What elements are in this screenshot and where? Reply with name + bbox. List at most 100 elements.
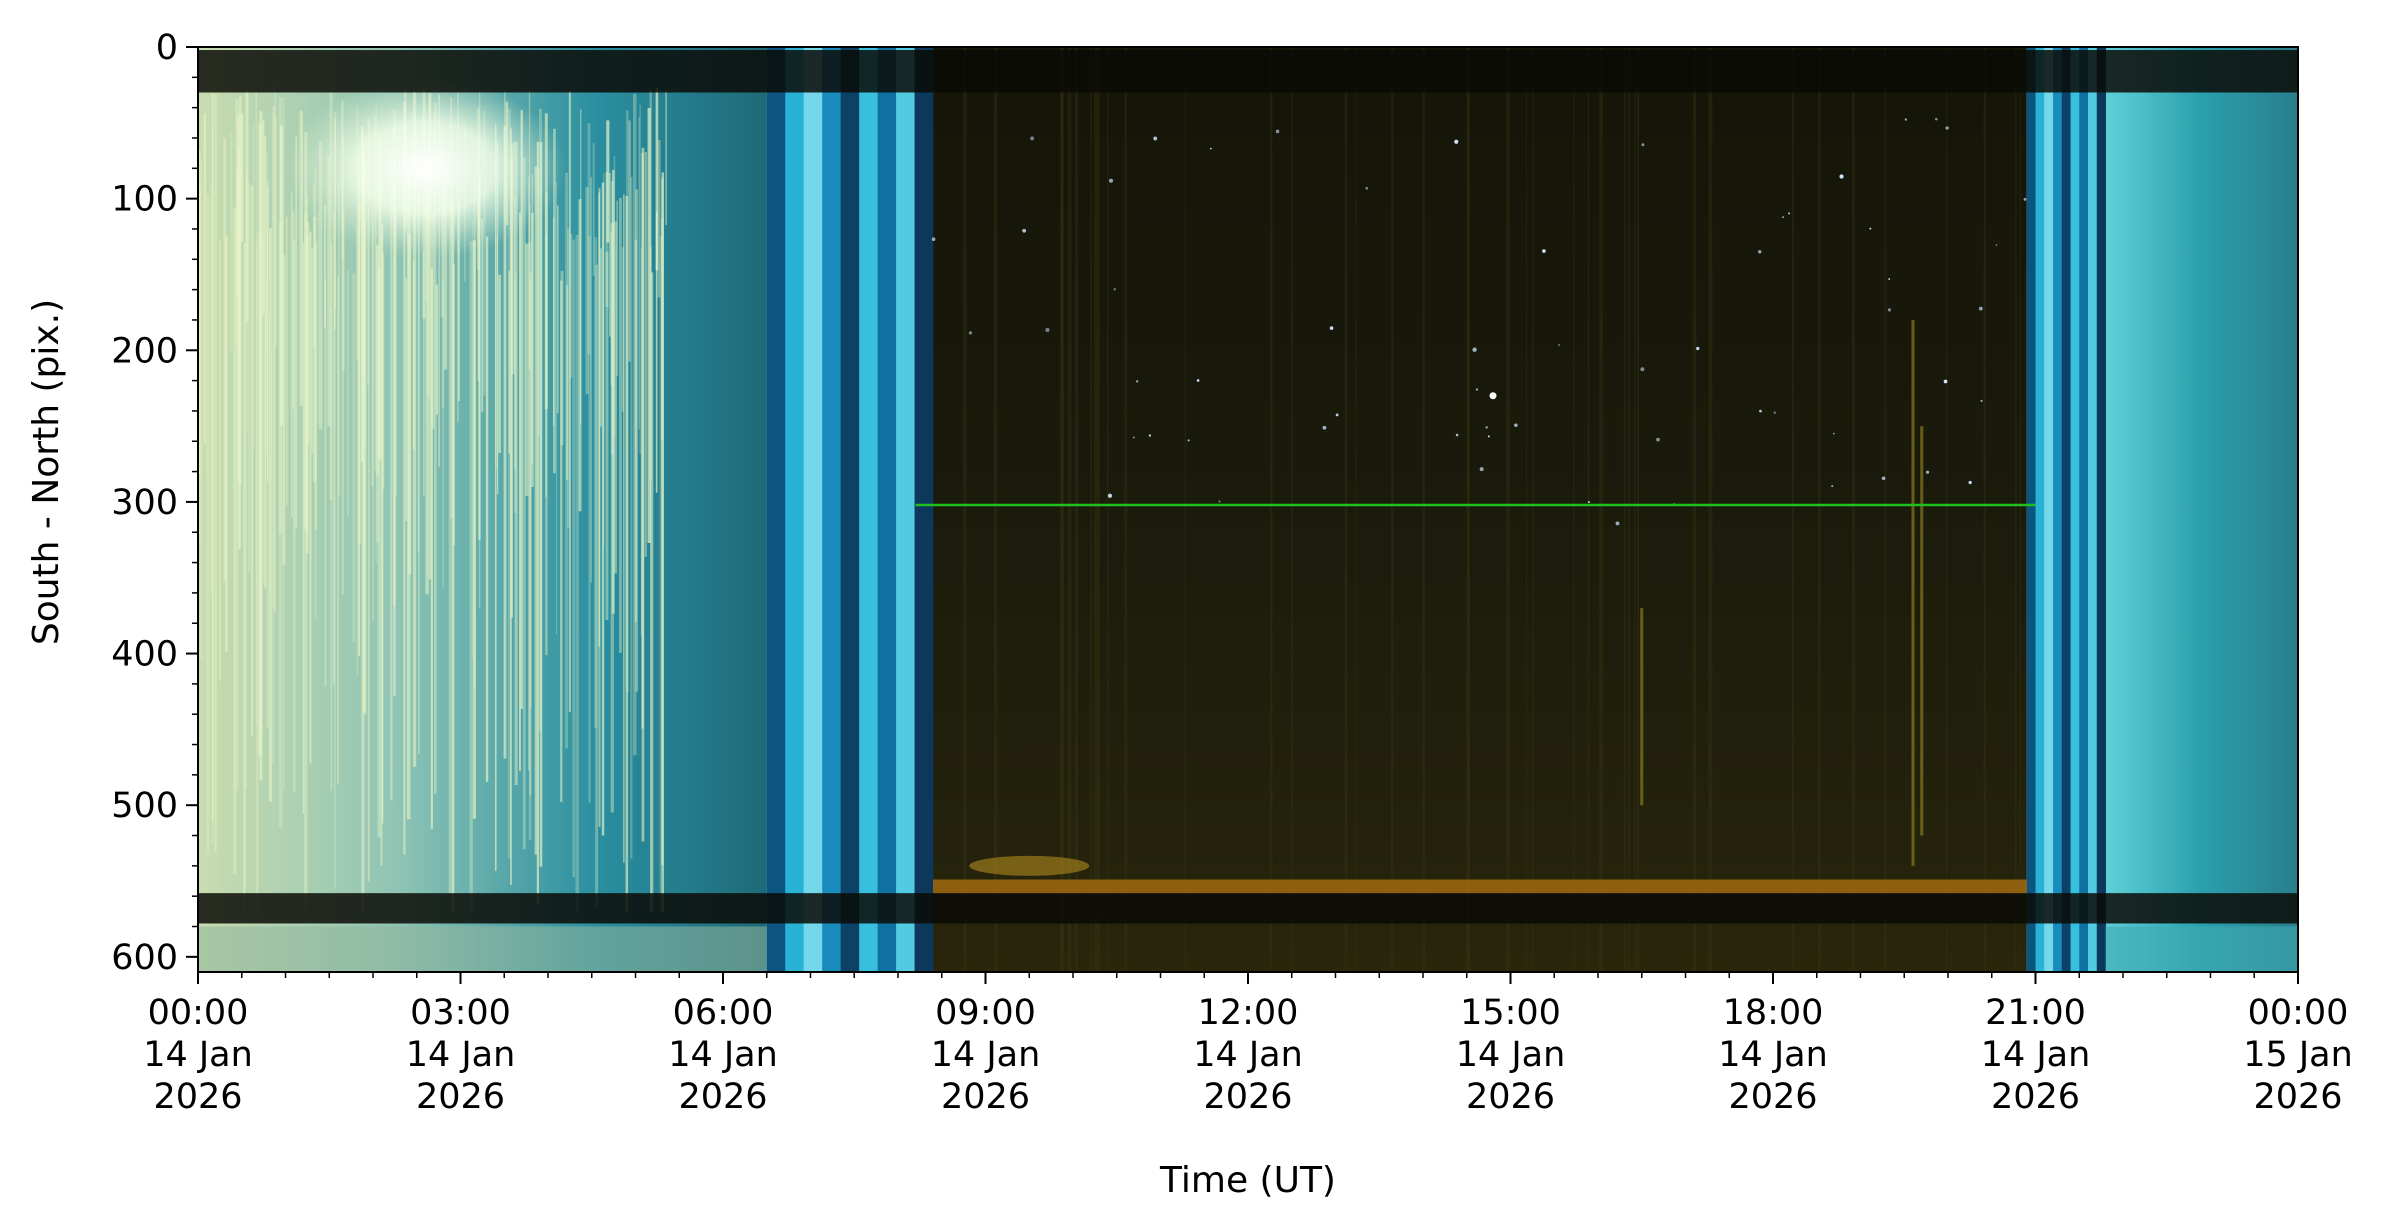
twilight-stripe: [785, 47, 805, 972]
horizon-cloud: [969, 855, 1090, 876]
star: [1641, 143, 1645, 147]
star: [1322, 425, 1327, 430]
twilight-stripe: [877, 47, 897, 972]
star: [1045, 327, 1050, 333]
star: [1187, 439, 1190, 442]
star: [1275, 129, 1280, 134]
star: [1485, 426, 1488, 429]
twilight-stripe: [2035, 47, 2045, 972]
x-tick-line: 2026: [941, 1077, 1030, 1117]
x-tick-label: 21:00 14 Jan 2026: [1981, 993, 2091, 1117]
x-tick-line: 2026: [1466, 1077, 1555, 1117]
star: [1136, 380, 1139, 383]
star: [1335, 413, 1339, 417]
y-tick-label: 0: [156, 28, 178, 68]
twilight-stripe: [803, 47, 823, 972]
star: [1980, 399, 1983, 402]
star: [1758, 250, 1762, 254]
star: [1656, 437, 1660, 442]
dark-band: [198, 893, 2298, 924]
bottom-band: [2105, 926, 2298, 972]
star: [1945, 126, 1949, 130]
star-bright: [1489, 392, 1497, 400]
x-tick-line: 2026: [2253, 1077, 2342, 1117]
star: [1209, 147, 1212, 150]
x-tick-line: 00:00: [2248, 993, 2349, 1033]
star: [1587, 501, 1590, 504]
y-tick-label: 300: [111, 483, 178, 523]
x-tick-line: 14 Jan: [143, 1035, 253, 1075]
star: [1218, 500, 1221, 503]
star: [1542, 249, 1546, 253]
x-tick-line: 21:00: [1985, 993, 2086, 1033]
x-tick-line: 2026: [1991, 1077, 2080, 1117]
star: [1943, 379, 1948, 384]
star: [1475, 388, 1479, 391]
x-tick-line: 2026: [153, 1077, 242, 1117]
x-tick-line: 14 Jan: [931, 1035, 1041, 1075]
x-tick-line: 14 Jan: [668, 1035, 778, 1075]
x-tick-label: 09:00 14 Jan 2026: [931, 993, 1041, 1117]
star: [1196, 379, 1200, 382]
star: [1773, 411, 1776, 414]
twilight-stripe: [822, 47, 842, 972]
dark-band: [198, 50, 2298, 93]
star: [1153, 136, 1158, 141]
twilight-stripe: [859, 47, 879, 972]
x-tick-line: 00:00: [148, 993, 249, 1033]
y-axis: 0 100 200 300 400 500 600: [111, 28, 198, 978]
x-tick-label: 06:00 14 Jan 2026: [668, 993, 778, 1117]
y-tick-label: 500: [111, 786, 178, 826]
x-tick-line: 14 Jan: [1981, 1035, 2091, 1075]
y-tick-label: 600: [111, 938, 178, 978]
star: [1888, 278, 1891, 281]
twilight-stripe: [2053, 47, 2063, 972]
star: [1479, 467, 1484, 472]
x-tick-line: 06:00: [673, 993, 774, 1033]
star: [1839, 174, 1844, 179]
star: [1881, 476, 1886, 481]
segment-night: [933, 47, 2027, 972]
star: [1148, 434, 1152, 437]
x-tick-label: 00:00 14 Jan 2026: [143, 993, 253, 1117]
x-tick-line: 14 Jan: [406, 1035, 516, 1075]
star: [1887, 308, 1892, 312]
star: [1514, 423, 1518, 427]
x-tick-line: 14 Jan: [1193, 1035, 1303, 1075]
star: [1472, 347, 1477, 352]
bottom-band: [198, 926, 767, 972]
y-tick-label: 100: [111, 180, 178, 220]
star: [2023, 198, 2027, 201]
star: [1455, 433, 1459, 437]
x-tick-line: 2026: [416, 1077, 505, 1117]
x-tick-label: 12:00 14 Jan 2026: [1193, 993, 1303, 1117]
y-axis-label: South - North (pix.): [26, 299, 67, 645]
x-tick-line: 18:00: [1723, 993, 1824, 1033]
star: [1113, 288, 1116, 291]
twilight-stripe: [2044, 47, 2054, 972]
star: [1107, 493, 1113, 498]
star: [931, 237, 936, 241]
twilight-stripe: [2026, 47, 2036, 972]
star: [1487, 435, 1490, 438]
twilight-stripe: [896, 47, 916, 972]
star: [1696, 346, 1700, 351]
x-tick-line: 12:00: [1198, 993, 1299, 1033]
star: [1558, 344, 1560, 346]
star: [1022, 228, 1027, 233]
star: [1640, 367, 1645, 372]
twilight-stripe: [2079, 47, 2089, 972]
star: [1109, 178, 1114, 183]
x-tick-line: 14 Jan: [1456, 1035, 1566, 1075]
star: [1831, 485, 1834, 488]
x-tick-line: 03:00: [410, 993, 511, 1033]
twilight-stripe: [840, 47, 860, 972]
segment-daylight: [2105, 47, 2298, 972]
x-tick-label: 00:00 15 Jan 2026: [2243, 993, 2353, 1117]
star: [1968, 480, 1972, 485]
x-tick-line: 09:00: [935, 993, 1036, 1033]
x-tick-label: 15:00 14 Jan 2026: [1456, 993, 1566, 1117]
star: [1132, 436, 1135, 439]
x-tick-line: 15 Jan: [2243, 1035, 2353, 1075]
